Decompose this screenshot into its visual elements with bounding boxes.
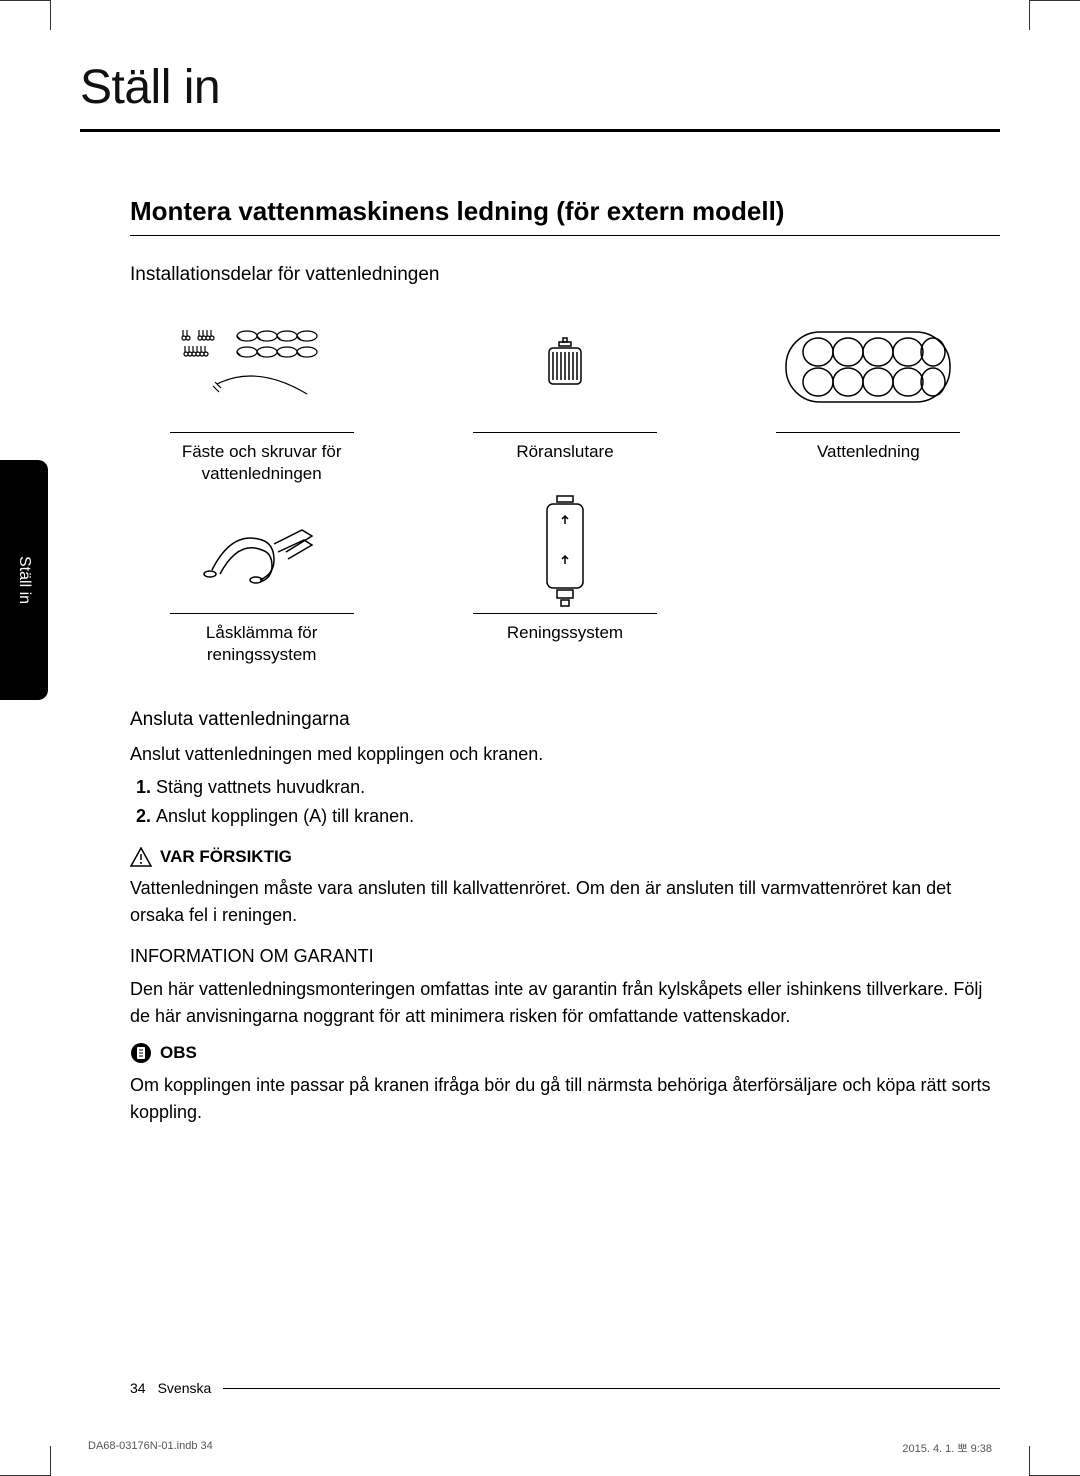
note-label: OBS bbox=[160, 1040, 197, 1066]
footer-rule bbox=[223, 1388, 1000, 1389]
note-text: Om kopplingen inte passar på kranen ifrå… bbox=[130, 1072, 1000, 1126]
page-content: Ställ in Ställ in Montera vattenmaskinen… bbox=[80, 60, 1000, 1416]
note-row: OBS bbox=[130, 1040, 1000, 1066]
print-date: 2015. 4. 1. 뽀 9:38 bbox=[902, 1440, 992, 1456]
step-item: Stäng vattnets huvudkran. bbox=[156, 774, 1000, 801]
section-title: Montera vattenmaskinens ledning (för ext… bbox=[130, 196, 1000, 236]
print-meta: DA68-03176N-01.indb 34 2015. 4. 1. 뽀 9:… bbox=[88, 1440, 992, 1456]
part-fixture-screws: Fäste och skruvar för vattenledningen bbox=[130, 314, 393, 485]
parts-heading: Installationsdelar för vattenledningen bbox=[130, 264, 1000, 286]
purifier-icon bbox=[433, 495, 696, 605]
fixture-screws-icon bbox=[130, 314, 393, 424]
page-footer: 34 Svenska bbox=[130, 1380, 1000, 1396]
part-pipe-connector: Röranslutare bbox=[433, 314, 696, 485]
warning-icon bbox=[130, 847, 152, 867]
parts-grid: Fäste och skruvar för vattenledningen Rö… bbox=[130, 314, 1000, 666]
warranty-heading: INFORMATION OM GARANTI bbox=[130, 943, 1000, 970]
part-label: Reningssystem bbox=[433, 622, 696, 644]
pipe-connector-icon bbox=[433, 314, 696, 424]
part-lock-clip: Låsklämma för reningssystem bbox=[130, 495, 393, 666]
warranty-text: Den här vattenledningsmonteringen omfatt… bbox=[130, 976, 1000, 1030]
note-icon bbox=[130, 1042, 152, 1064]
part-purifier: Reningssystem bbox=[433, 495, 696, 666]
caution-text: Vattenledningen måste vara ansluten till… bbox=[130, 875, 1000, 929]
caution-row: VAR FÖRSIKTIG bbox=[130, 844, 1000, 870]
footer-language: Svenska bbox=[158, 1380, 212, 1396]
part-water-line: Vattenledning bbox=[737, 314, 1000, 485]
main-title: Ställ in bbox=[80, 60, 1000, 132]
water-line-icon bbox=[737, 314, 1000, 424]
side-tab: Ställ in bbox=[0, 460, 48, 700]
print-file: DA68-03176N-01.indb 34 bbox=[88, 1440, 213, 1456]
part-label: Vattenledning bbox=[737, 441, 1000, 463]
part-label: Röranslutare bbox=[433, 441, 696, 463]
caution-label: VAR FÖRSIKTIG bbox=[160, 844, 292, 870]
body-text: Ansluta vattenledningarna Anslut vattenl… bbox=[130, 706, 1000, 1126]
connect-intro: Anslut vattenledningen med kopplingen oc… bbox=[130, 741, 1000, 768]
steps-list: Stäng vattnets huvudkran. Anslut kopplin… bbox=[156, 774, 1000, 830]
footer-page-number: 34 bbox=[130, 1380, 146, 1396]
connect-heading: Ansluta vattenledningarna bbox=[130, 706, 1000, 735]
part-label: Låsklämma för reningssystem bbox=[130, 622, 393, 666]
lock-clip-icon bbox=[130, 495, 393, 605]
part-label: Fäste och skruvar för vattenledningen bbox=[130, 441, 393, 485]
step-item: Anslut kopplingen (A) till kranen. bbox=[156, 803, 1000, 830]
